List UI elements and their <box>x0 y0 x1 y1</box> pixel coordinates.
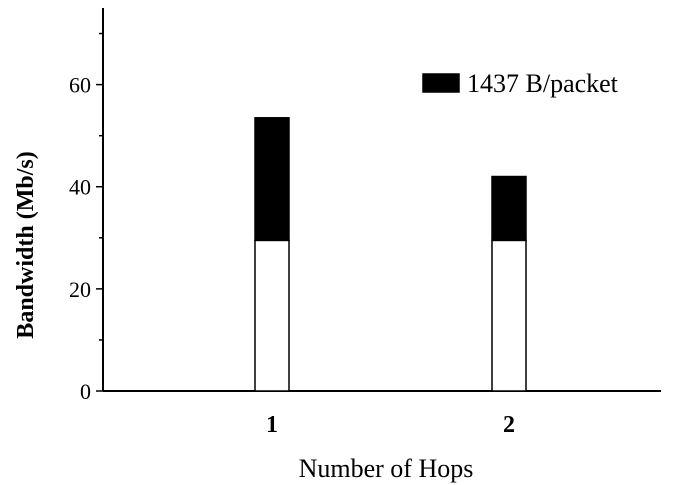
bars <box>254 117 527 392</box>
x-category-label: 2 <box>503 412 515 438</box>
bar-segment-top-hop-1 <box>254 117 290 242</box>
bar-segment-top-hop-2 <box>491 175 527 242</box>
y-tick-label: 40 <box>69 175 91 200</box>
y-tick-label: 20 <box>69 277 91 302</box>
bar-segment-base-hop-1 <box>254 239 290 392</box>
y-axis-label: Bandwidth (Mb/s) <box>13 151 39 338</box>
legend-label: 1437 B/packet <box>467 69 619 98</box>
y-tick-label: 60 <box>69 73 91 98</box>
y-tick-label: 0 <box>80 379 91 404</box>
axes: 0 20 40 60 <box>69 8 661 404</box>
x-category-label: 1 <box>266 412 278 438</box>
bar-segment-base-hop-2 <box>491 239 527 392</box>
x-axis-label: Number of Hops <box>299 454 474 483</box>
legend-swatch <box>422 73 460 93</box>
legend: 1437 B/packet <box>422 69 619 98</box>
